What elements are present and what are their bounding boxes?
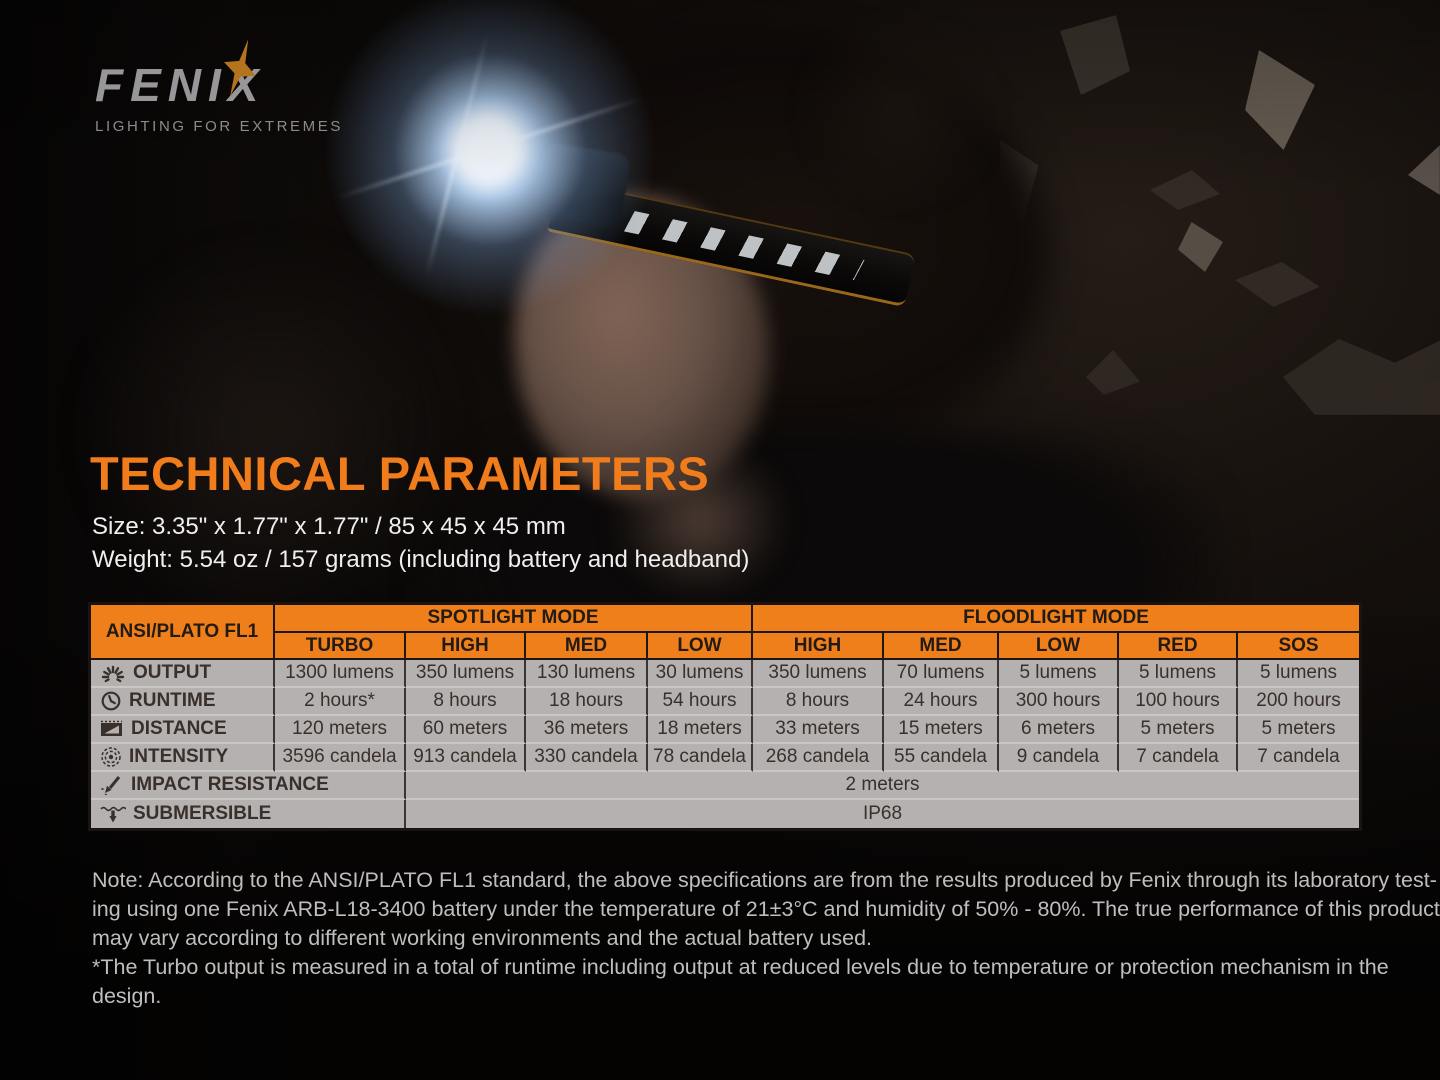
corner-header: ANSI/PLATO FL1 (91, 605, 275, 660)
cell-runtime-red: 100 hours (1119, 688, 1238, 716)
footnote-line: ing using one Fenix ARB-L18-3400 battery… (92, 897, 1440, 921)
col-header-flood-med: MED (884, 633, 999, 660)
row-label-intensity: INTENSITY (91, 744, 275, 772)
footnote-line: Note: According to the ANSI/PLATO FL1 st… (92, 868, 1437, 892)
col-header-sos: SOS (1238, 633, 1360, 660)
cell-intensity-flood-high: 268 candela (753, 744, 884, 772)
cell-output-spot-high: 350 lumens (406, 660, 526, 688)
row-label-text: RUNTIME (129, 690, 216, 711)
row-label-impact-resistance: IMPACT RESISTANCE (91, 772, 406, 800)
cell-runtime-flood-high: 8 hours (753, 688, 884, 716)
row-label-runtime: RUNTIME (91, 688, 275, 716)
col-header-turbo: TURBO (275, 633, 406, 660)
cell-submersible-value: IP68 (406, 800, 1360, 828)
col-header-flood-high: HIGH (753, 633, 884, 660)
cell-intensity-sos: 7 candela (1238, 744, 1360, 772)
cell-distance-spot-high: 60 meters (406, 716, 526, 744)
col-header-spot-low: LOW (648, 633, 753, 660)
cell-distance-flood-low: 6 meters (999, 716, 1119, 744)
cell-output-flood-low: 5 lumens (999, 660, 1119, 688)
row-label-distance: DISTANCE (91, 716, 275, 744)
cell-distance-spot-med: 36 meters (526, 716, 648, 744)
cell-runtime-flood-low: 300 hours (999, 688, 1119, 716)
row-label-submersible: SUBMERSIBLE (91, 800, 406, 828)
cell-runtime-spot-low: 54 hours (648, 688, 753, 716)
cell-output-flood-med: 70 lumens (884, 660, 999, 688)
table-row-distance: DISTANCE 120 meters 60 meters 36 meters … (91, 716, 1360, 744)
cell-runtime-sos: 200 hours (1238, 688, 1360, 716)
distance-beam-icon (101, 720, 122, 736)
table-row-submersible: SUBMERSIBLE IP68 (91, 800, 1360, 828)
runtime-clock-icon (101, 691, 121, 711)
intensity-target-icon (101, 747, 121, 767)
row-label-text: INTENSITY (129, 746, 229, 767)
cell-output-sos: 5 lumens (1238, 660, 1360, 688)
cell-distance-sos: 5 meters (1238, 716, 1360, 744)
cell-impact-resistance-value: 2 meters (406, 772, 1360, 800)
cell-intensity-turbo: 3596 candela (275, 744, 406, 772)
page-title: TECHNICAL PARAMETERS (90, 447, 710, 500)
cell-output-red: 5 lumens (1119, 660, 1238, 688)
cell-output-flood-high: 350 lumens (753, 660, 884, 688)
size-spec: Size: 3.35" x 1.77" x 1.77" / 85 x 45 x … (92, 513, 566, 540)
col-header-red: RED (1119, 633, 1238, 660)
table-row-impact-resistance: IMPACT RESISTANCE 2 meters (91, 772, 1360, 800)
cell-distance-flood-med: 15 meters (884, 716, 999, 744)
footnote-line: design. (92, 984, 162, 1008)
cell-runtime-spot-high: 8 hours (406, 688, 526, 716)
col-header-spot-high: HIGH (406, 633, 526, 660)
cell-intensity-spot-med: 330 candela (526, 744, 648, 772)
cell-intensity-flood-low: 9 candela (999, 744, 1119, 772)
cell-runtime-flood-med: 24 hours (884, 688, 999, 716)
col-header-flood-low: LOW (999, 633, 1119, 660)
submersible-water-icon (100, 806, 126, 823)
footnote-line: *The Turbo output is measured in a total… (92, 955, 1389, 979)
row-label-text: IMPACT RESISTANCE (131, 774, 329, 795)
cell-intensity-flood-med: 55 candela (884, 744, 999, 772)
table-row-intensity: INTENSITY 3596 candela 913 candela 330 c… (91, 744, 1360, 772)
footnote: Note: According to the ANSI/PLATO FL1 st… (92, 866, 1440, 1011)
spec-table: ANSI/PLATO FL1 SPOTLIGHT MODE FLOODLIGHT… (88, 602, 1363, 831)
cell-distance-red: 5 meters (1119, 716, 1238, 744)
fenix-logo: FENIX LIGHTING FOR EXTREMES (95, 62, 343, 135)
table-row-output: OUTPUT 1300 lumens 350 lumens 130 lumens… (91, 660, 1360, 688)
row-label-text: DISTANCE (131, 718, 227, 739)
row-label-output: OUTPUT (91, 660, 275, 688)
fenix-wordmark: FENIX (95, 59, 266, 111)
col-header-spot-med: MED (526, 633, 648, 660)
cell-output-turbo: 1300 lumens (275, 660, 406, 688)
row-label-text: OUTPUT (133, 662, 212, 683)
cell-output-spot-med: 130 lumens (526, 660, 648, 688)
cell-intensity-red: 7 candela (1119, 744, 1238, 772)
footnote-line: may vary according to different working … (92, 926, 872, 950)
cell-intensity-spot-low: 78 candela (648, 744, 753, 772)
cell-intensity-spot-high: 913 candela (406, 744, 526, 772)
cell-runtime-spot-med: 18 hours (526, 688, 648, 716)
cell-distance-spot-low: 18 meters (648, 716, 753, 744)
table-row-runtime: RUNTIME 2 hours* 8 hours 18 hours 54 hou… (91, 688, 1360, 716)
cell-runtime-turbo: 2 hours* (275, 688, 406, 716)
weight-spec: Weight: 5.54 oz / 157 grams (including b… (92, 546, 750, 573)
spotlight-mode-header: SPOTLIGHT MODE (275, 605, 753, 633)
floodlight-mode-header: FLOODLIGHT MODE (753, 605, 1360, 633)
output-burst-icon (101, 665, 125, 683)
cell-distance-turbo: 120 meters (275, 716, 406, 744)
row-label-text: SUBMERSIBLE (133, 803, 272, 824)
cell-output-spot-low: 30 lumens (648, 660, 753, 688)
cell-distance-flood-high: 33 meters (753, 716, 884, 744)
brand-tagline: LIGHTING FOR EXTREMES (95, 118, 343, 135)
impact-resistance-icon (101, 776, 121, 795)
